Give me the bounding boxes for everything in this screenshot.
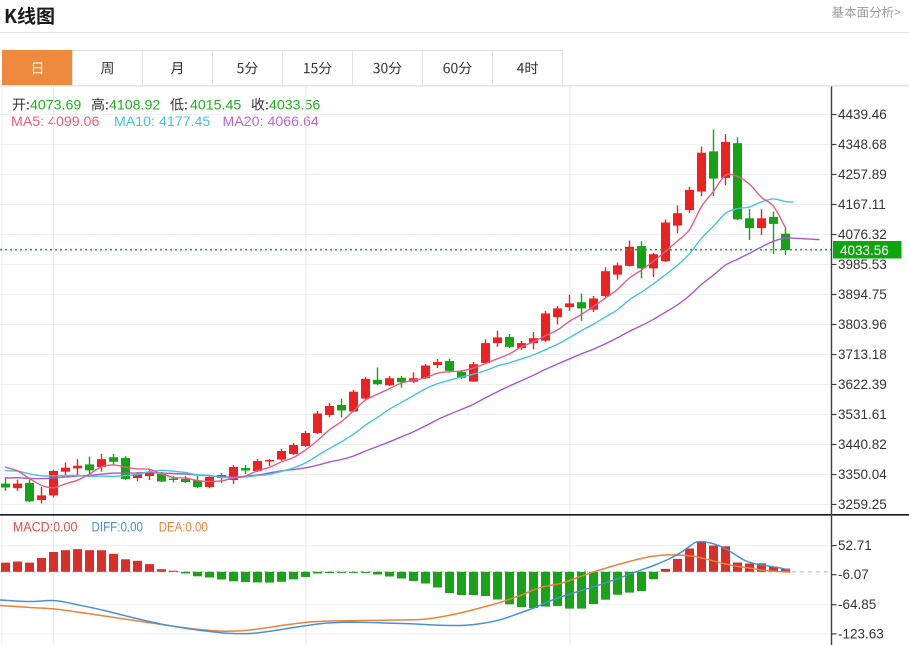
svg-text:4073.69: 4073.69 [30, 98, 81, 114]
svg-text:3622.39: 3622.39 [838, 377, 887, 392]
svg-text:3259.25: 3259.25 [838, 497, 887, 512]
svg-text:MA5: 4099.06: MA5: 4099.06 [11, 114, 99, 130]
svg-text:DEA:0.00: DEA:0.00 [159, 520, 208, 536]
svg-text:4033.56: 4033.56 [269, 98, 320, 114]
svg-text:4167.11: 4167.11 [838, 197, 886, 212]
svg-text:3894.75: 3894.75 [838, 287, 887, 302]
svg-text:MA10: 4177.45: MA10: 4177.45 [114, 114, 210, 130]
svg-text:DIFF:0.00: DIFF:0.00 [92, 520, 144, 536]
svg-text:52.71: 52.71 [838, 538, 872, 553]
svg-text:4257.89: 4257.89 [838, 167, 887, 182]
svg-text:3531.61: 3531.61 [838, 407, 887, 422]
svg-text:4015.45: 4015.45 [190, 98, 241, 114]
svg-text:4439.46: 4439.46 [838, 107, 887, 122]
svg-text:3713.18: 3713.18 [838, 347, 887, 362]
svg-text:-123.63: -123.63 [838, 626, 884, 641]
svg-text:MACD:0.00: MACD:0.00 [13, 520, 78, 536]
svg-text:4108.92: 4108.92 [109, 98, 160, 114]
svg-text:-6.07: -6.07 [838, 567, 869, 582]
svg-text:-64.85: -64.85 [838, 597, 876, 612]
svg-text:4033.56: 4033.56 [840, 243, 889, 258]
svg-text:4348.68: 4348.68 [838, 137, 887, 152]
svg-text:3985.53: 3985.53 [838, 257, 887, 272]
svg-text:4076.32: 4076.32 [838, 227, 887, 242]
svg-text:3440.82: 3440.82 [838, 437, 887, 452]
svg-text:3803.96: 3803.96 [838, 317, 887, 332]
svg-text:3350.04: 3350.04 [838, 467, 887, 482]
svg-text:MA20: 4066.64: MA20: 4066.64 [223, 114, 319, 130]
